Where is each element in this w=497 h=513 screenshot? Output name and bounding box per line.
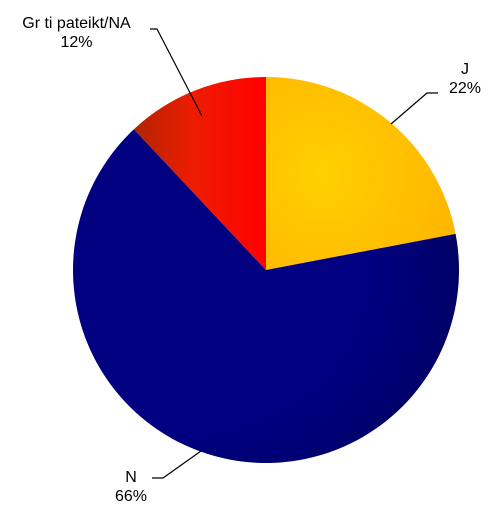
slice-name-n: N	[125, 469, 137, 486]
slice-label-gr: Gr ti pateikt/NA 12%	[4, 14, 149, 52]
pie-slice-gr	[133, 77, 266, 270]
leader-line-gr	[150, 28, 203, 117]
slice-name-j: J	[461, 61, 469, 78]
slice-percent-gr: 12%	[60, 34, 93, 51]
slice-name-gr: Gr ti pateikt/NA	[22, 15, 131, 32]
pie-slice-j	[266, 77, 456, 270]
slice-label-j: J 22%	[442, 60, 488, 98]
pie-slice-n	[72, 129, 459, 463]
slice-label-n: N 66%	[108, 468, 154, 506]
slice-percent-j: 22%	[448, 80, 482, 97]
slice-percent-n: 66%	[114, 488, 148, 505]
leader-line-n	[152, 450, 202, 479]
leader-line-j	[390, 92, 438, 125]
